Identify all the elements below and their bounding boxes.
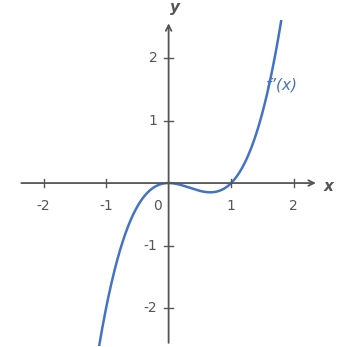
Text: -2: -2 (144, 301, 157, 315)
Text: 0: 0 (154, 199, 162, 213)
Text: f’(x): f’(x) (265, 77, 298, 92)
Text: x: x (324, 179, 333, 194)
Text: -2: -2 (37, 199, 50, 213)
Text: 1: 1 (227, 199, 236, 213)
Text: y: y (170, 0, 180, 16)
Text: -1: -1 (144, 239, 157, 253)
Text: 2: 2 (149, 51, 157, 65)
Text: -1: -1 (99, 199, 113, 213)
Text: 1: 1 (148, 113, 157, 128)
Text: 2: 2 (289, 199, 298, 213)
